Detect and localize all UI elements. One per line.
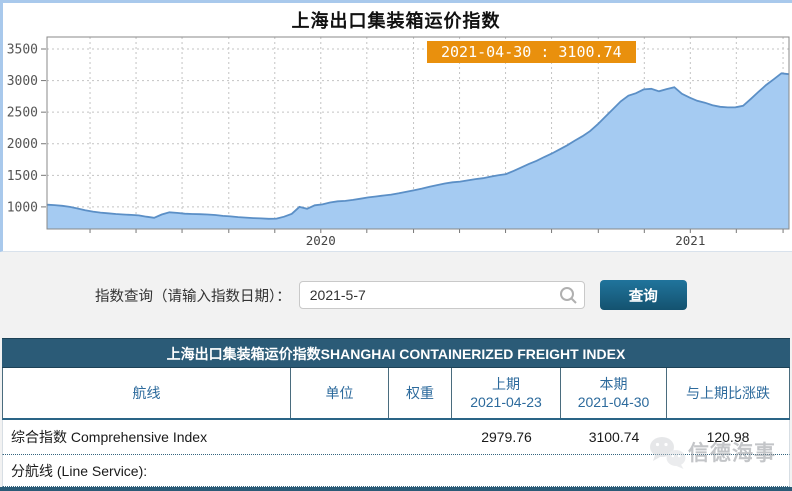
svg-text:2000: 2000 [7,137,38,152]
col-header-unit: 单位 [291,368,389,418]
table-row-comprehensive-index: 综合指数 Comprehensive Index 2979.76 3100.74… [2,420,790,455]
current-value-cell: 3100.74 [588,429,640,445]
table-body: 综合指数 Comprehensive Index 2979.76 3100.74… [2,420,790,487]
route-cell: 综合指数 Comprehensive Index [11,429,208,445]
next-section-header-strip [0,487,792,491]
chart-title: 上海出口集装箱运价指数 [291,11,501,31]
query-button[interactable]: 查询 [599,280,687,310]
previous-value-cell: 2979.76 [481,429,532,445]
table-row-line-service: 分航线 (Line Service): [2,455,790,487]
svg-text:1000: 1000 [7,200,38,215]
col-header-current: 本期 2021-04-30 [561,368,667,418]
date-input-wrap [298,281,585,309]
route-cell: 分航线 (Line Service): [11,462,148,479]
table-title: 上海出口集装箱运价指数SHANGHAI CONTAINERIZED FREIGH… [2,338,790,368]
col-header-previous: 上期 2021-04-23 [452,368,561,418]
search-icon [559,287,577,304]
scfi-table: 上海出口集装箱运价指数SHANGHAI CONTAINERIZED FREIGH… [0,338,792,491]
svg-text:3500: 3500 [7,43,38,58]
index-date-input[interactable] [298,281,585,309]
col-header-route: 航线 [3,368,291,418]
svg-text:2020: 2020 [306,233,336,248]
svg-text:2500: 2500 [7,106,38,121]
freight-index-area-chart: 1000 1500 2000 2500 3000 3500 2020 2021 [7,36,790,248]
freight-index-chart-panel: 上海出口集装箱运价指数 1000 1500 2000 2500 3000 3500 2020… [0,0,792,252]
svg-text:3000: 3000 [7,74,38,89]
col-header-change: 与上期比涨跌 [667,368,790,418]
query-label: 指数查询（请输入指数日期）： [95,288,291,305]
index-query-bar: 指数查询（请输入指数日期）： 查询 [0,252,792,338]
chart-tooltip: 2021-04-30 : 3100.74 [427,41,636,63]
change-value-cell: 120.98 [706,429,750,445]
svg-text:1500: 1500 [7,169,38,184]
svg-text:2021: 2021 [675,233,705,248]
table-header-row: 航线 单位 权重 上期 2021-04-23 本期 2021-04-30 与上期… [2,368,790,420]
col-header-weight: 权重 [389,368,452,418]
